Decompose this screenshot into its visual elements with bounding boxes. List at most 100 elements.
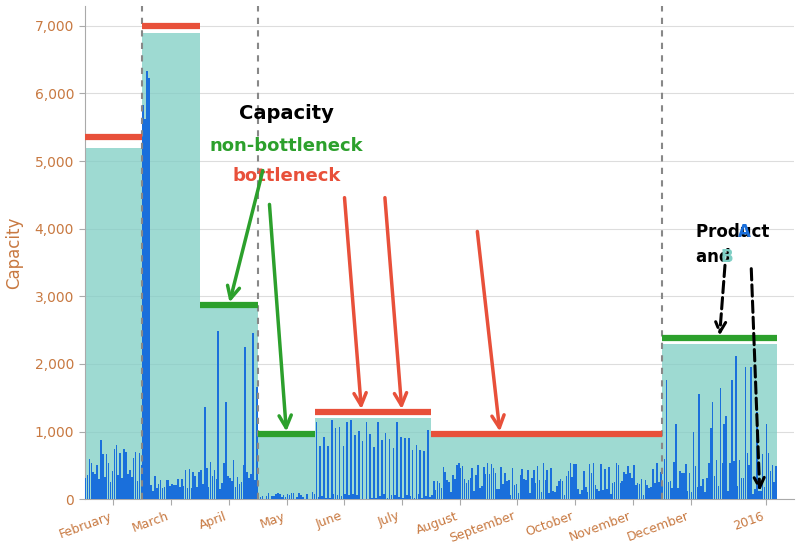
Bar <box>275 494 277 499</box>
Bar <box>681 473 682 499</box>
Bar <box>245 347 246 499</box>
Bar <box>668 482 670 499</box>
Bar <box>529 493 530 499</box>
Bar <box>552 490 554 499</box>
Bar <box>583 471 585 499</box>
Bar <box>616 463 618 499</box>
Bar <box>354 435 356 499</box>
Bar <box>227 476 229 499</box>
Bar <box>698 395 700 499</box>
Bar <box>210 462 211 499</box>
Bar <box>571 477 573 499</box>
Bar <box>760 491 762 499</box>
Bar <box>594 485 596 499</box>
Bar <box>118 474 119 499</box>
Bar <box>408 438 410 499</box>
Bar <box>412 450 414 499</box>
Bar <box>300 495 302 499</box>
Bar <box>358 431 359 499</box>
Bar <box>148 78 150 499</box>
Bar <box>293 493 294 499</box>
Bar <box>764 488 766 499</box>
Text: Capacity: Capacity <box>239 104 334 123</box>
Bar <box>346 422 348 499</box>
Bar <box>660 472 662 499</box>
Bar <box>390 495 392 499</box>
Bar <box>125 452 126 499</box>
Bar <box>693 432 694 499</box>
Bar <box>646 485 648 499</box>
Bar <box>423 451 425 499</box>
Bar <box>627 466 629 499</box>
Bar <box>710 428 711 499</box>
Bar <box>635 484 637 499</box>
Bar <box>464 479 466 499</box>
Bar <box>519 474 521 499</box>
Bar <box>666 380 667 499</box>
Text: bottleneck: bottleneck <box>232 167 341 185</box>
Bar <box>429 498 430 499</box>
Bar <box>260 497 262 499</box>
Bar <box>483 467 485 499</box>
Bar <box>726 416 727 499</box>
Bar <box>538 480 540 499</box>
Bar <box>231 480 233 499</box>
Bar <box>560 479 562 499</box>
Bar <box>775 466 777 499</box>
Bar <box>96 466 98 499</box>
Bar <box>537 466 538 499</box>
Bar <box>445 472 446 499</box>
Bar <box>162 488 163 499</box>
Bar <box>510 495 511 499</box>
Bar <box>618 466 619 499</box>
Bar <box>371 498 373 499</box>
Bar <box>741 478 742 499</box>
Bar <box>90 463 92 499</box>
Bar <box>467 479 469 499</box>
Bar <box>466 483 467 499</box>
Bar <box>487 463 488 499</box>
Bar <box>442 467 444 499</box>
Bar <box>385 434 386 499</box>
Bar <box>508 480 510 499</box>
Bar <box>114 449 115 499</box>
Bar <box>250 474 252 499</box>
Bar <box>593 463 594 499</box>
Bar <box>316 423 317 499</box>
Bar <box>716 460 718 499</box>
Bar <box>193 472 194 499</box>
Bar <box>281 498 282 499</box>
Bar <box>712 402 714 499</box>
Bar <box>375 498 377 499</box>
Bar <box>410 496 411 499</box>
Bar <box>223 462 225 499</box>
Bar <box>504 473 506 499</box>
Bar <box>756 412 758 499</box>
Bar <box>585 487 586 499</box>
Bar <box>562 482 563 499</box>
Bar <box>318 496 319 499</box>
Bar <box>768 453 770 499</box>
Bar <box>177 479 178 499</box>
Bar <box>633 466 634 499</box>
Bar <box>637 483 638 499</box>
Bar <box>675 424 677 499</box>
Bar <box>366 422 367 499</box>
Bar <box>345 494 346 499</box>
Bar <box>750 367 752 499</box>
Bar <box>671 488 673 499</box>
Bar <box>570 463 571 499</box>
Bar <box>241 482 242 499</box>
Bar <box>204 407 206 499</box>
Bar <box>335 428 337 499</box>
Bar <box>674 462 675 499</box>
Bar <box>302 497 304 499</box>
Bar <box>222 483 223 499</box>
Bar <box>256 387 258 499</box>
Bar <box>597 489 598 499</box>
Bar <box>474 491 475 499</box>
Bar <box>327 446 329 499</box>
Bar <box>377 422 378 499</box>
Bar <box>370 434 371 499</box>
Text: B: B <box>721 248 733 266</box>
